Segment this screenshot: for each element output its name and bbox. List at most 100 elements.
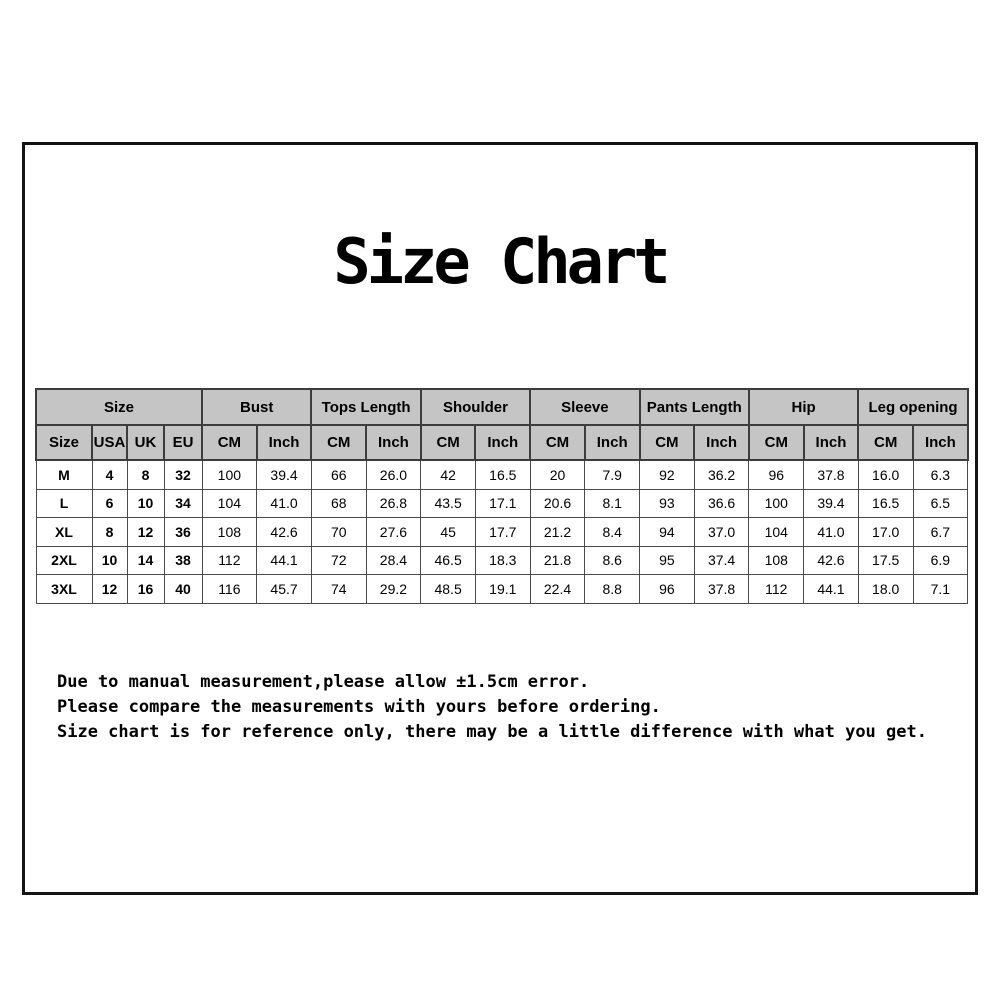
table-cell: 17.5 [857,545,914,575]
table-cell: 70 [310,517,367,547]
table-cell: 45 [420,517,476,547]
column-header: USA [91,424,128,461]
table-cell: 42.6 [803,545,859,575]
table-cell: 104 [748,517,805,547]
table-cell: 12 [91,574,128,604]
table-cell: 95 [639,545,695,575]
table-cell: 36 [163,517,203,547]
table-cell: 43.5 [420,488,476,518]
row-size-label: L [35,488,93,518]
table-cell: 10 [126,488,165,518]
table-cell: 21.8 [529,545,586,575]
column-header: Inch [255,424,313,461]
page-title: Size Chart [333,225,670,298]
size-chart-table: Size Bust Tops Length Shoulder Sleeve Pa… [34,388,969,604]
table-cell: 37.0 [693,517,750,547]
table-cell: 96 [748,459,805,490]
table-cell: 8 [91,517,128,547]
table-cell: 18.3 [474,545,531,575]
column-header: Inch [365,424,422,461]
table-cell: 68 [310,488,367,518]
table-cell: 36.6 [693,488,750,518]
table-cell: 10 [91,545,128,575]
table-cell: 74 [310,574,367,604]
unit-header-row: Size USA UK EU CM Inch CM Inch CM Inch C… [35,424,969,461]
table-cell: 6.3 [912,459,969,490]
group-header-row: Size Bust Tops Length Shoulder Sleeve Pa… [34,388,969,426]
table-cell: 92 [639,459,695,490]
table-cell: 112 [748,574,805,604]
column-header: CM [310,424,368,461]
note-line: Please compare the measurements with you… [57,696,661,717]
table-cell: 6.5 [912,488,969,518]
column-header: CM [857,424,915,461]
column-header: CM [529,424,586,461]
row-size-label: 3XL [35,574,93,604]
notes: Due to manual measurement,please allow ±… [57,670,975,745]
table-row: XL 8 12 36 108 42.6 70 27.6 45 17.7 21.2 8.4 94 37.0 1… [35,517,969,547]
table-row: L 6 10 34 104 41.0 68 26.8 43.5 17.1 20.6 8.1 93 36.6… [35,488,969,518]
column-header: CM [419,424,477,461]
table-cell: 26.8 [365,488,422,518]
group-header-size: Size [34,388,204,426]
table-cell: 7.1 [912,574,969,604]
table-cell: 41.0 [256,488,312,518]
column-header: Inch [693,424,750,461]
table-cell: 19.1 [474,574,531,604]
group-header-shoulder: Shoulder [419,388,532,426]
column-header: Inch [802,424,860,461]
table-cell: 104 [201,488,258,518]
table-cell: 6.9 [912,545,969,575]
table-cell: 112 [201,545,258,575]
table-cell: 17.7 [474,517,531,547]
table-cell: 42 [420,459,476,490]
table-cell: 14 [126,545,165,575]
table-cell: 17.1 [474,488,531,518]
table-cell: 108 [201,517,258,547]
table-cell: 18.0 [857,574,914,604]
table-cell: 20 [529,459,586,490]
table-cell: 21.2 [529,517,586,547]
table-cell: 16 [126,574,165,604]
table-cell: 44.1 [803,574,859,604]
group-header-pants-length: Pants Length [638,388,750,426]
table-cell: 8.4 [584,517,641,547]
table-cell: 28.4 [365,545,422,575]
table-cell: 8 [126,459,165,490]
note-line: Due to manual measurement,please allow ±… [57,671,590,692]
table-cell: 27.6 [365,517,422,547]
column-header: Inch [474,424,532,461]
table-cell: 66 [310,459,367,490]
table-cell: 32 [163,459,203,490]
table-cell: 94 [639,517,695,547]
table-cell: 16.0 [857,459,914,490]
table-cell: 16.5 [474,459,531,490]
table-cell: 46.5 [420,545,476,575]
group-header-sleeve: Sleeve [529,388,641,426]
table-cell: 42.6 [256,517,312,547]
table-header: Size Bust Tops Length Shoulder Sleeve Pa… [34,388,969,461]
column-header: CM [638,424,696,461]
group-header-leg-opening: Leg opening [857,388,969,426]
table-cell: 100 [201,459,258,490]
table-row: 3XL 12 16 40 116 45.7 74 29.2 48.5 19.1 22.4 8.8 96 3… [35,574,969,604]
table-cell: 16.5 [857,488,914,518]
column-header: EU [162,424,204,461]
row-size-label: XL [35,517,93,547]
table-cell: 6 [91,488,128,518]
table-cell: 7.9 [584,459,641,490]
table-cell: 96 [639,574,695,604]
table-cell: 17.0 [857,517,914,547]
table-cell: 37.4 [693,545,750,575]
table-cell: 6.7 [912,517,969,547]
table-cell: 37.8 [803,459,859,490]
column-header: Inch [583,424,641,461]
column-header: CM [201,424,258,461]
table-cell: 72 [310,545,367,575]
table-cell: 22.4 [529,574,586,604]
content-frame: Size Chart Size Bust Tops Length Shoulde… [22,142,978,895]
table-cell: 44.1 [256,545,312,575]
table-cell: 8.6 [584,545,641,575]
table-cell: 38 [163,545,203,575]
table-cell: 40 [163,574,203,604]
